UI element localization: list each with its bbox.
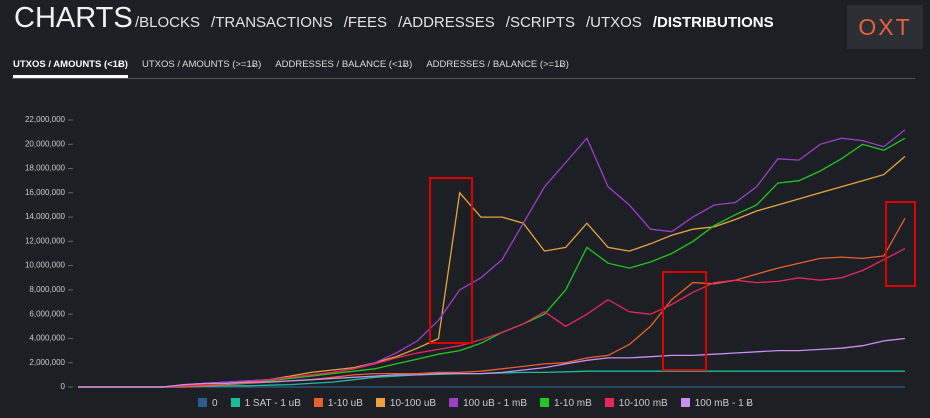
nav-link[interactable]: /FEES xyxy=(343,14,388,31)
tab[interactable]: ADDRESSES / BALANCE (>=1Ƀ) xyxy=(426,59,569,70)
legend-label: 100 mB - 1 Ƀ xyxy=(694,398,754,409)
y-tick-label: 22,000,000 xyxy=(25,115,66,124)
legend-swatch xyxy=(604,398,614,407)
highlight-box xyxy=(662,271,707,371)
y-tick-label: 4,000,000 xyxy=(29,334,65,343)
nav-link[interactable]: /BLOCKS xyxy=(135,14,201,31)
nav-link[interactable]: /DISTRIBUTIONS xyxy=(652,14,774,31)
nav-link[interactable]: /ADDRESSES xyxy=(398,14,495,31)
tab[interactable]: UTXOS / AMOUNTS (>=1Ƀ) xyxy=(141,59,262,70)
legend-label: 0 xyxy=(212,398,218,409)
legend-label: 10-100 uB xyxy=(389,398,437,409)
tab[interactable]: UTXOS / AMOUNTS (<1Ƀ) xyxy=(13,59,128,78)
legend-item[interactable]: 10-100 uB xyxy=(375,398,437,409)
legend-label: 10-100 mB xyxy=(618,398,668,409)
y-tick-label: 0 xyxy=(61,382,66,391)
series-line xyxy=(78,137,906,388)
legend-swatch xyxy=(449,398,459,407)
nav-link[interactable]: /SCRIPTS xyxy=(505,14,575,31)
divider xyxy=(12,78,915,79)
legend-label: 1-10 uB xyxy=(327,398,363,409)
page-title: CHARTS xyxy=(14,2,133,34)
y-tick-label: 10,000,000 xyxy=(25,261,66,270)
legend: 0 1 SAT - 1 uB 1-10 uB 10-100 uB 100 uB - 1 … xyxy=(198,398,753,409)
legend-swatch xyxy=(313,398,323,407)
tab[interactable]: ADDRESSES / BALANCE (<1Ƀ) xyxy=(275,59,413,70)
nav: /BLOCKS/TRANSACTIONS/FEES/ADDRESSES/SCRI… xyxy=(135,14,774,31)
legend-item[interactable]: 1-10 mB xyxy=(540,398,592,409)
series-line xyxy=(78,129,906,388)
highlight-box xyxy=(429,177,473,344)
series-line xyxy=(78,337,906,388)
legend-item[interactable]: 1-10 uB xyxy=(313,398,363,409)
logo[interactable]: OXT xyxy=(847,5,923,49)
highlight-box xyxy=(885,201,916,287)
legend-item[interactable]: 10-100 mB xyxy=(604,398,668,409)
y-tick-label: 12,000,000 xyxy=(25,236,66,245)
y-tick-label: 6,000,000 xyxy=(29,309,65,318)
legend-label: 1-10 mB xyxy=(554,398,592,409)
tabs: UTXOS / AMOUNTS (<1Ƀ) UTXOS / AMOUNTS (>=… xyxy=(13,59,569,78)
nav-link[interactable]: /TRANSACTIONS xyxy=(211,14,333,31)
y-tick-label: 20,000,000 xyxy=(25,139,66,148)
series-line xyxy=(78,217,906,388)
y-tick-label: 8,000,000 xyxy=(29,285,65,294)
legend-item[interactable]: 100 mB - 1 Ƀ xyxy=(680,398,754,409)
y-tick-label: 2,000,000 xyxy=(29,358,65,367)
legend-swatch xyxy=(230,398,240,407)
legend-swatch xyxy=(680,398,690,407)
legend-label: 100 uB - 1 mB xyxy=(463,398,527,409)
series-line xyxy=(78,155,906,388)
legend-swatch xyxy=(375,398,385,407)
highlights xyxy=(429,177,916,371)
legend-swatch xyxy=(540,398,549,407)
y-tick-label: 14,000,000 xyxy=(25,212,66,221)
nav-link[interactable]: /UTXOS xyxy=(585,14,642,31)
y-tick-label: 18,000,000 xyxy=(25,164,66,173)
legend-item[interactable]: 100 uB - 1 mB xyxy=(449,398,527,409)
y-tick-label: 16,000,000 xyxy=(25,188,66,197)
legend-item[interactable]: 1 SAT - 1 uB xyxy=(230,398,301,409)
legend-swatch xyxy=(198,398,207,407)
plot: 0 2,000,000 4,000,000 6,000,000 8,000,000 10,… xyxy=(25,115,906,391)
legend-label: 1 SAT - 1 uB xyxy=(244,398,301,409)
legend-item[interactable]: 0 xyxy=(198,398,218,409)
